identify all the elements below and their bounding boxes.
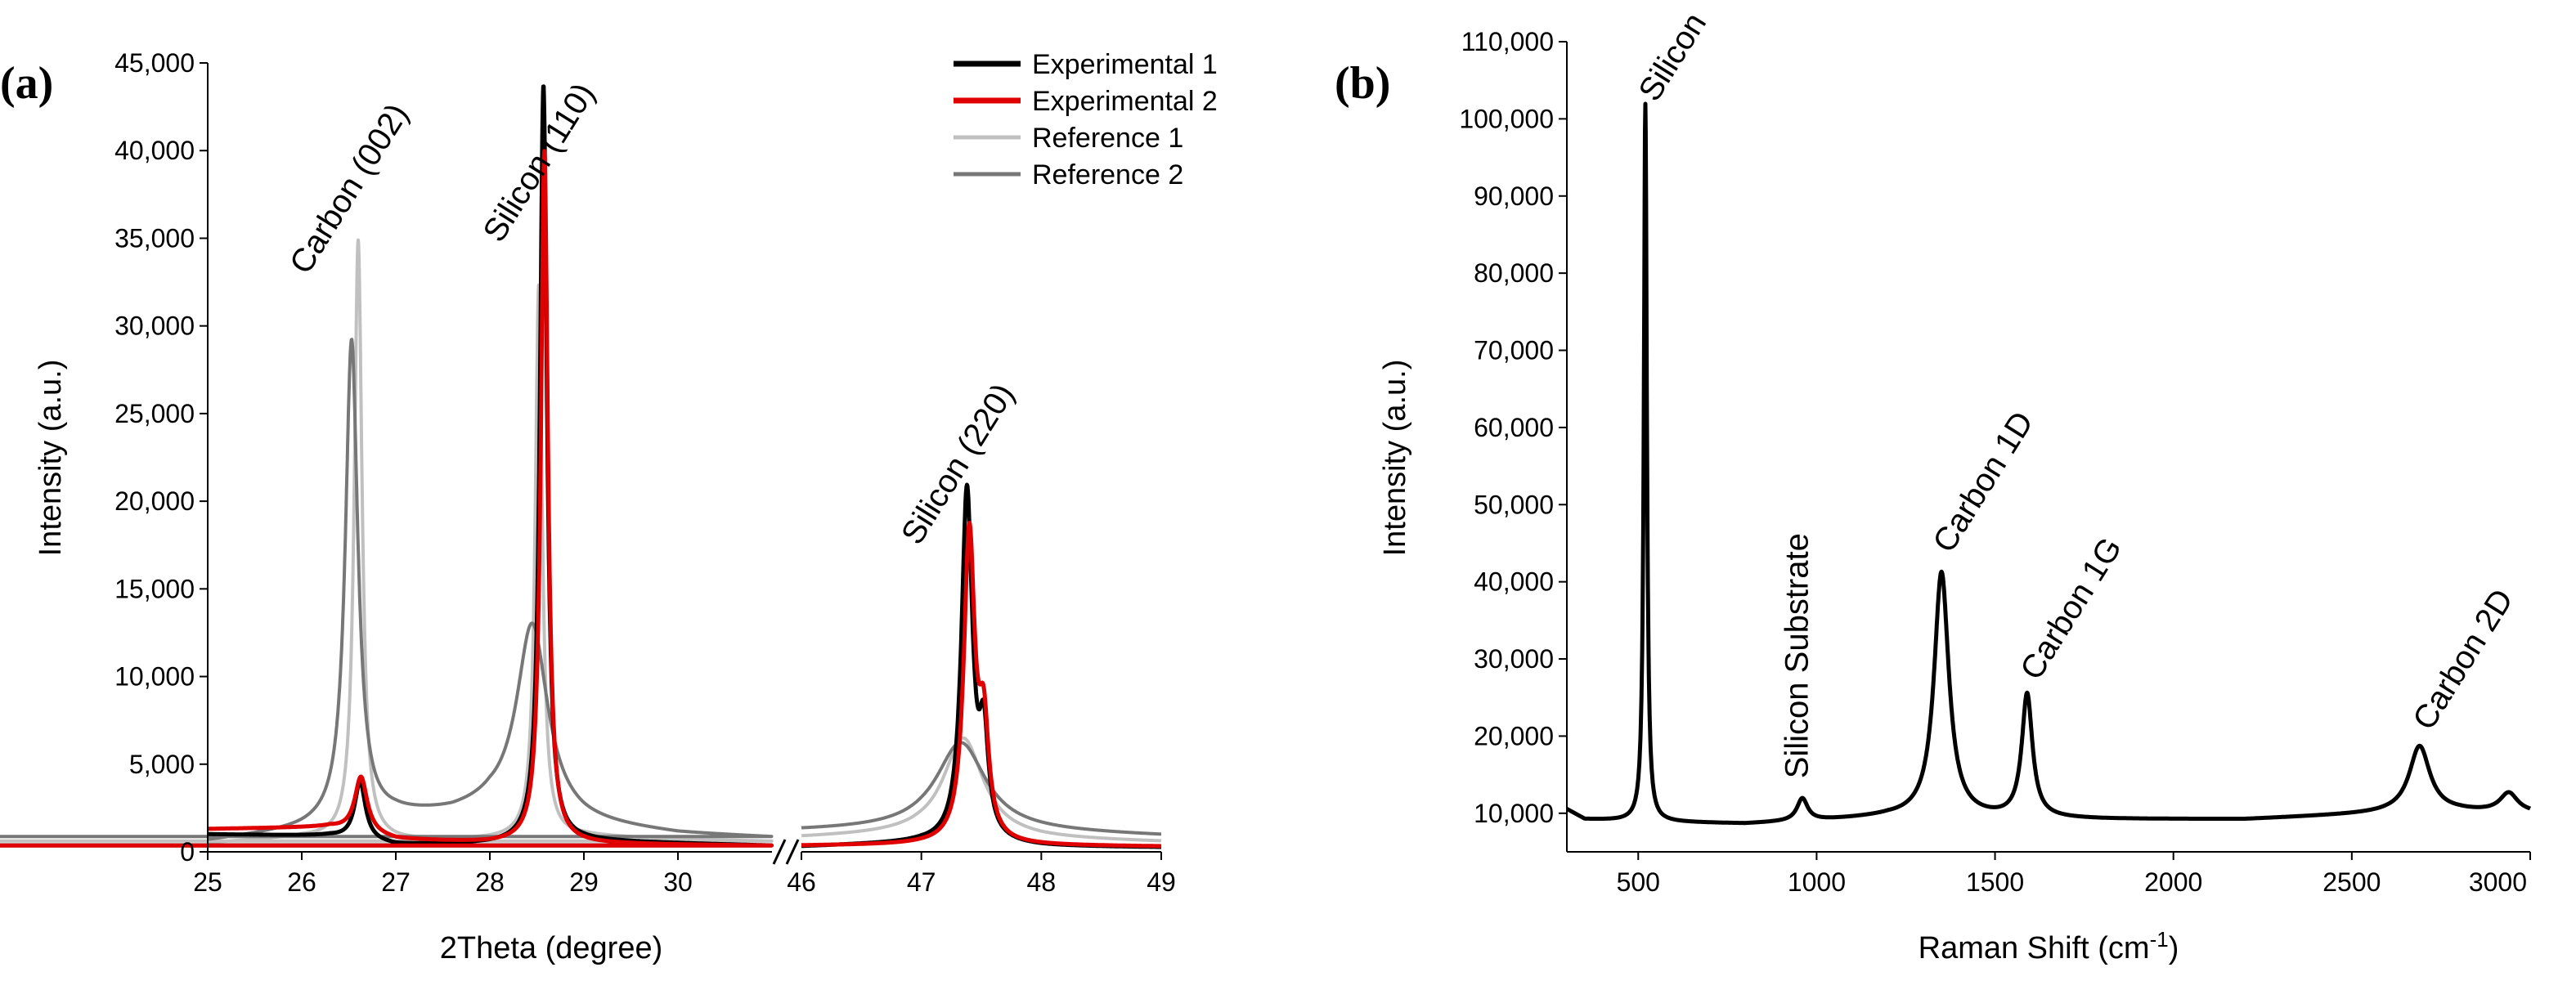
chart-b-y-tick-label: 110,000: [1461, 27, 1554, 56]
chart-a-y-tick-label: 40,000: [114, 136, 195, 165]
chart-b-y-tick-label: 60,000: [1474, 413, 1554, 442]
chart-b-y-tick-label: 40,000: [1474, 567, 1554, 597]
series-experimental-2-seg-2: [800, 521, 1163, 849]
chart-a-y-tick-label: 35,000: [114, 223, 195, 253]
chart-a-x-tick-label: 27: [381, 867, 411, 897]
chart-a-y-tick-label: 5,000: [129, 750, 195, 779]
chart-a-x-tick-label: 46: [787, 867, 816, 897]
chart-a-x-tick-label: 26: [287, 867, 316, 897]
chart-a-annotation: Carbon (002): [283, 97, 415, 280]
chart-a-ylabel: Intensity (a.u.): [34, 360, 68, 557]
chart-b-xlabel: Raman Shift (cm-1): [1919, 927, 2179, 965]
axis-break-mark-left: [772, 839, 787, 865]
legend-entry: Reference 2: [1032, 159, 1183, 190]
chart-b-x-tick-label: 1500: [1966, 867, 2024, 897]
chart-b-y-tick-label: 20,000: [1474, 721, 1554, 750]
chart-b-x-tick-label: 3000: [2469, 867, 2527, 897]
chart-b-annotation: Silicon: [1631, 7, 1713, 107]
series-experimental-2-seg-1: [0, 149, 774, 848]
chart-b-x-tick-label: 500: [1617, 867, 1660, 897]
series-experimental-1-seg-1: [0, 84, 774, 848]
chart-b-y-tick-label: 50,000: [1474, 490, 1554, 519]
chart-a-x-tick-label: 48: [1027, 867, 1057, 897]
raman-spectrum-line: [1564, 101, 2533, 826]
xrd-chart: 2Theta (degree) Intensity (a.u.) 0 5,000 1…: [0, 48, 1218, 965]
chart-b-y-tick-label: 70,000: [1474, 336, 1554, 365]
chart-a-x-tick-label: 28: [475, 867, 505, 897]
chart-b-annotation: Carbon 1D: [1926, 405, 2040, 558]
raman-chart: Raman Shift (cm-1) Intensity (a.u.) 10,0…: [1378, 7, 2533, 965]
legend-entry: Experimental 1: [1032, 49, 1218, 80]
series-reference-1-seg-2: [800, 736, 1163, 843]
chart-b-annotation: Silicon Substrate: [1779, 533, 1815, 778]
legend-entry: Experimental 2: [1032, 86, 1218, 117]
chart-a-x-tick-label: 49: [1147, 867, 1176, 897]
chart-a-x-tick-label: 29: [569, 867, 599, 897]
chart-a-x-tick-label: 25: [193, 867, 222, 897]
chart-a-x-tick-label: 30: [663, 867, 693, 897]
series-experimental-1-seg-2: [800, 482, 1163, 849]
axis-break-mark-right: [785, 839, 800, 865]
chart-b-x-tick-label: 2000: [2144, 867, 2202, 897]
chart-a-y-tick-label: 0: [180, 837, 195, 867]
chart-a-x-tick-label: 47: [907, 867, 936, 897]
chart-a-annotation: Silicon (110): [476, 77, 602, 248]
chart-b-ylabel: Intensity (a.u.): [1378, 360, 1412, 557]
chart-a-y-tick-label: 15,000: [114, 574, 195, 603]
panel-b-label: (b): [1335, 58, 1390, 109]
series-reference-2-seg-1: [0, 338, 774, 841]
chart-a-y-tick-label: 10,000: [114, 662, 195, 692]
chart-a-y-tick-label: 45,000: [114, 48, 195, 78]
series-reference-2-seg-2: [800, 741, 1163, 836]
chart-b-y-tick-label: 100,000: [1459, 104, 1554, 133]
chart-b-y-tick-label: 30,000: [1474, 644, 1554, 674]
legend-entry: Reference 1: [1032, 123, 1183, 154]
chart-b-y-tick-label: 80,000: [1474, 258, 1554, 288]
chart-a-y-tick-label: 30,000: [114, 311, 195, 341]
chart-a-y-tick-label: 25,000: [114, 399, 195, 428]
chart-b-x-tick-label: 2500: [2322, 867, 2381, 897]
chart-b-y-tick-label: 90,000: [1474, 181, 1554, 211]
panel-a-label: (a): [0, 58, 53, 109]
chart-a-xlabel: 2Theta (degree): [440, 931, 663, 965]
chart-b-annotation: Carbon 1G: [2013, 531, 2129, 686]
chart-b-y-tick-label: 10,000: [1474, 799, 1554, 828]
chart-b-x-tick-label: 1000: [1788, 867, 1846, 897]
chart-a-annotation: Silicon (220): [895, 378, 1021, 551]
chart-a-y-tick-label: 20,000: [114, 486, 195, 516]
chart-b-annotation: Carbon 2D: [2406, 583, 2520, 736]
